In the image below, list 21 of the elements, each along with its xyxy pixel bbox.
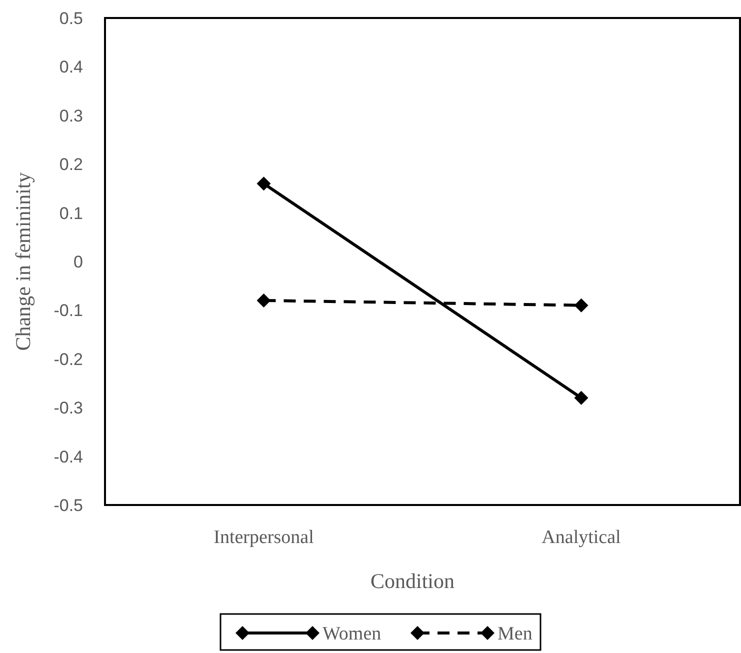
y-tick-label: -0.5 bbox=[54, 496, 83, 515]
legend-label: Women bbox=[322, 624, 382, 645]
y-axis-title: Change in femininity bbox=[11, 172, 35, 351]
y-tick-label: 0.3 bbox=[59, 106, 83, 126]
y-tick-label: -0.4 bbox=[54, 447, 83, 466]
y-tick-label: 0.2 bbox=[59, 155, 83, 174]
point bbox=[574, 390, 588, 405]
legend-label: Men bbox=[498, 624, 533, 645]
x-tick-label: Analytical bbox=[542, 527, 621, 548]
x-tick-label: Interpersonal bbox=[214, 527, 314, 548]
x-axis-title: Condition bbox=[370, 569, 455, 593]
y-tick-label: 0.5 bbox=[59, 8, 83, 28]
y-tick-label: -0.3 bbox=[54, 398, 83, 418]
y-tick-label: 0.1 bbox=[59, 204, 83, 223]
point bbox=[256, 176, 271, 191]
point bbox=[256, 293, 271, 308]
y-tick-label: -0.2 bbox=[54, 350, 83, 369]
point bbox=[574, 298, 588, 312]
y-tick-label: -0.1 bbox=[54, 301, 83, 320]
y-tick-label: 0 bbox=[74, 252, 83, 272]
y-tick-label: 0.4 bbox=[59, 58, 83, 77]
